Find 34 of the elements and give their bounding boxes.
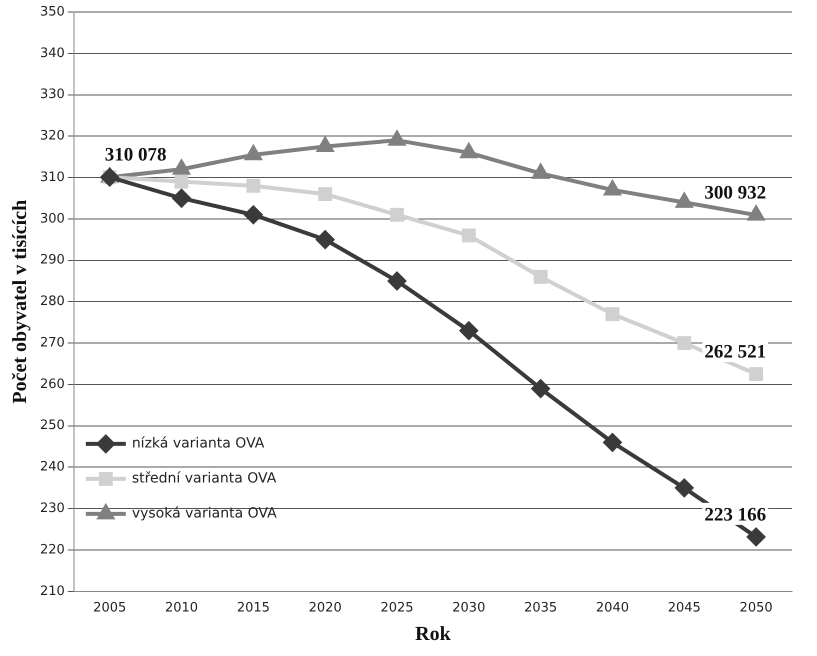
y-tick-label: 290 <box>40 252 65 268</box>
y-tick-label: 210 <box>40 584 65 599</box>
y-tick-label: 320 <box>40 128 65 144</box>
x-tick-label: 2030 <box>452 600 486 616</box>
x-tick-label: 2020 <box>308 600 342 616</box>
annotation: 300 932 <box>704 182 766 204</box>
annotation: 262 521 <box>704 341 766 362</box>
y-tick-label: 250 <box>40 418 65 434</box>
x-tick-label: 2025 <box>380 600 414 616</box>
legend-label: nízká varianta OVA <box>132 436 265 452</box>
y-tick-label: 300 <box>40 211 65 226</box>
x-tick-label: 2045 <box>668 600 701 616</box>
y-tick-label: 310 <box>40 170 65 185</box>
y-tick-label: 280 <box>40 294 65 310</box>
y-tick-label: 340 <box>40 46 65 61</box>
x-tick-label: 2010 <box>164 600 198 616</box>
y-tick-label: 260 <box>40 376 65 392</box>
x-tick-label: 2015 <box>236 600 270 616</box>
y-tick-label: 270 <box>40 335 65 350</box>
legend-label: vysoká varianta OVA <box>132 506 278 522</box>
x-tick-label: 2040 <box>596 600 629 616</box>
y-tick-label: 220 <box>40 542 65 558</box>
y-tick-label: 330 <box>40 87 65 102</box>
x-tick-label: 2035 <box>524 600 558 616</box>
y-axis-title: Počet obyvatel v tisících <box>9 200 32 404</box>
y-tick-label: 230 <box>40 501 65 516</box>
y-tick-label: 240 <box>40 460 65 475</box>
legend-label: střední varianta OVA <box>132 470 277 487</box>
y-tick-label: 350 <box>40 4 65 20</box>
annotation: 310 078 <box>104 144 166 166</box>
x-tick-label: 2005 <box>93 600 126 616</box>
annotation: 223 166 <box>704 504 766 526</box>
x-tick-label: 2050 <box>740 600 773 616</box>
x-axis-title: Rok <box>415 623 452 646</box>
